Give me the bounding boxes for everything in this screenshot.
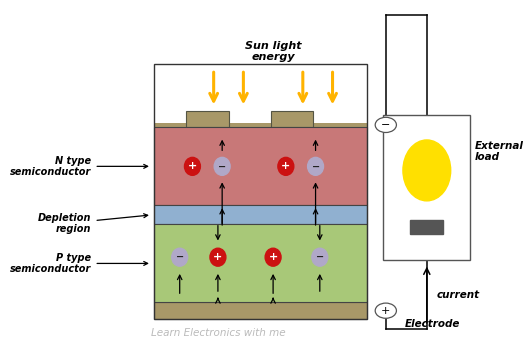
Text: External
load: External load — [475, 141, 524, 163]
Text: +: + — [188, 161, 197, 171]
Text: current: current — [436, 290, 479, 300]
Text: +: + — [269, 252, 278, 262]
Bar — [154, 205, 366, 224]
Text: −: − — [312, 161, 320, 171]
Bar — [186, 111, 228, 127]
Text: Electrode: Electrode — [405, 319, 460, 330]
Text: Sun light
energy: Sun light energy — [245, 41, 302, 62]
Circle shape — [375, 303, 397, 318]
Bar — [154, 64, 366, 319]
Bar — [154, 224, 366, 302]
Bar — [154, 302, 366, 319]
Ellipse shape — [278, 157, 294, 175]
Bar — [154, 123, 366, 127]
Circle shape — [375, 117, 397, 133]
Ellipse shape — [265, 248, 281, 266]
Text: Learn Electronics with me: Learn Electronics with me — [151, 327, 285, 338]
Ellipse shape — [210, 248, 226, 266]
Ellipse shape — [184, 157, 200, 175]
Ellipse shape — [403, 140, 451, 201]
Text: +: + — [381, 306, 390, 316]
Bar — [410, 220, 443, 234]
Ellipse shape — [172, 248, 187, 266]
Text: P type
semiconductor: P type semiconductor — [10, 253, 148, 274]
Text: −: − — [381, 120, 390, 130]
Ellipse shape — [307, 157, 323, 175]
Text: Electrode: Electrode — [405, 120, 460, 130]
Text: −: − — [218, 161, 226, 171]
Text: +: + — [213, 252, 222, 262]
Bar — [154, 127, 366, 205]
Text: −: − — [316, 252, 324, 262]
Text: Depletion
region: Depletion region — [38, 213, 148, 234]
Text: N type
semiconductor: N type semiconductor — [10, 156, 148, 177]
Bar — [271, 111, 313, 127]
Ellipse shape — [312, 248, 328, 266]
Text: −: − — [176, 252, 184, 262]
Text: +: + — [281, 161, 290, 171]
Bar — [383, 115, 470, 260]
Ellipse shape — [214, 157, 230, 175]
